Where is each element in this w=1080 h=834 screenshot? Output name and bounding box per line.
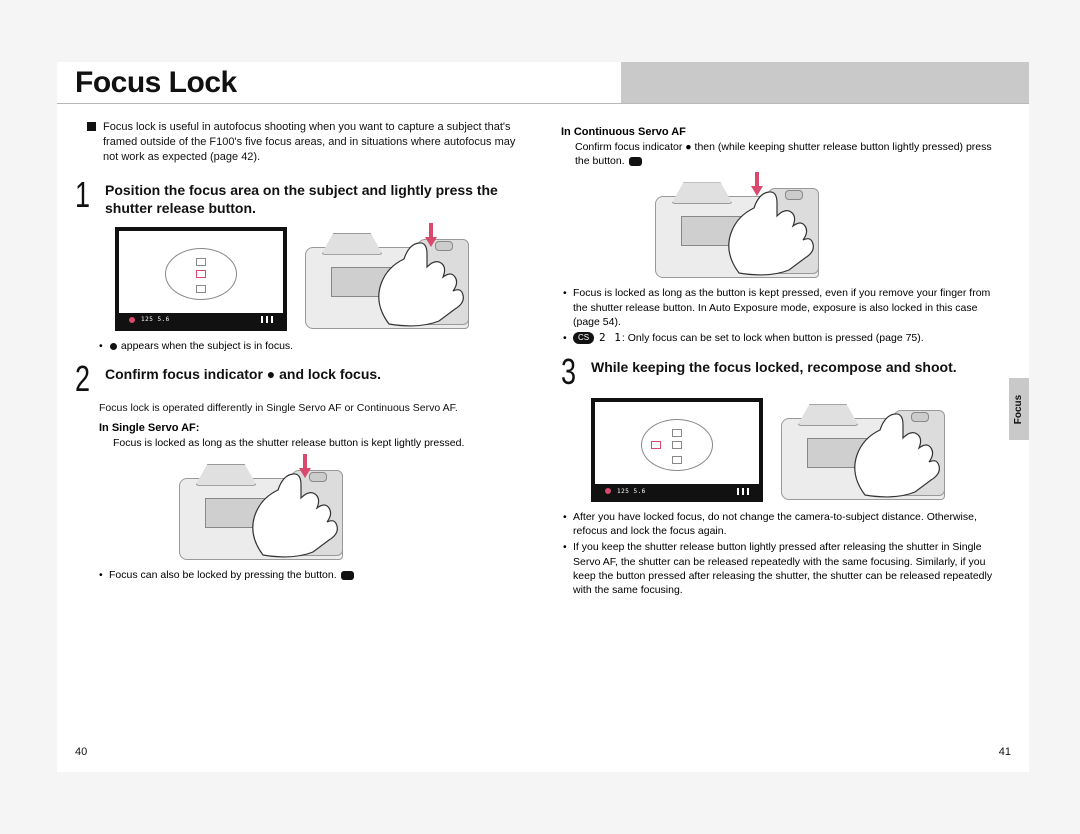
intro-text: Focus lock is useful in autofocus shooti…: [103, 120, 525, 165]
vf-readout: 125 5.6: [141, 316, 170, 323]
step3-illustrations: 125 5.6: [591, 396, 1005, 504]
hand-icon: [243, 460, 353, 560]
focus-indicator-icon: [110, 343, 117, 350]
cont-bullet-1: Focus is locked as long as the button is…: [563, 286, 1005, 329]
continuous-body: Confirm focus indicator ● then (while ke…: [575, 140, 1005, 168]
camera-illustration: [301, 225, 473, 333]
cs-badge: CS: [573, 332, 594, 345]
camera-illustration: [651, 174, 823, 282]
step-title: Position the focus area on the subject a…: [105, 179, 525, 217]
single-servo-body: Focus is locked as long as the shutter r…: [113, 436, 525, 450]
manual-spread: Focus Lock Focus Focus lock is useful in…: [57, 62, 1029, 772]
right-column: In Continuous Servo AF Confirm focus ind…: [543, 120, 1029, 607]
focus-dot-icon: [129, 317, 135, 323]
continuous-notes: Focus is locked as long as the button is…: [563, 286, 1005, 345]
cont-bullet-cs: CS 2 1: Only focus can be set to lock wh…: [563, 331, 1005, 346]
hand-icon: [845, 400, 955, 500]
step2-intro: Focus lock is operated differently in Si…: [99, 401, 525, 415]
page-title: Focus Lock: [75, 66, 237, 100]
ae-l-button-icon: [341, 571, 354, 580]
step-title: While keeping the focus locked, recompos…: [591, 356, 957, 376]
step-title: Confirm focus indicator ● and lock focus…: [105, 363, 381, 383]
step-number: 2: [75, 363, 93, 395]
title-bar: Focus Lock: [57, 62, 1029, 104]
focus-dot-icon: [605, 488, 611, 494]
step1-illustrations: 125 5.6: [115, 225, 525, 333]
viewfinder-illustration: 125 5.6: [591, 398, 763, 502]
step-3: 3 While keeping the focus locked, recomp…: [561, 356, 1005, 597]
step-2: 2 Confirm focus indicator ● and lock foc…: [75, 363, 525, 582]
cs-code: 2 1: [599, 331, 622, 344]
step-number: 1: [75, 179, 93, 211]
step1-notes: appears when the subject is in focus.: [99, 339, 525, 353]
camera-illustration: [175, 456, 347, 564]
step3-notes: After you have locked focus, do not chan…: [563, 510, 1005, 597]
step3-bullet-2: If you keep the shutter release button l…: [563, 540, 1005, 597]
continuous-heading: In Continuous Servo AF: [561, 126, 1005, 138]
step2-bullet: Focus can also be locked by pressing the…: [99, 568, 525, 582]
viewfinder-illustration: 125 5.6: [115, 227, 287, 331]
step1-bullet: appears when the subject is in focus.: [99, 339, 525, 353]
step2-notes: Focus can also be locked by pressing the…: [99, 568, 525, 582]
ae-l-button-icon: [629, 157, 642, 166]
page-number-right: 41: [999, 746, 1011, 758]
single-servo-heading: In Single Servo AF:: [99, 422, 525, 434]
page-number-left: 40: [75, 746, 87, 758]
hand-icon: [369, 229, 479, 329]
step-number: 3: [561, 356, 579, 388]
vf-readout: 125 5.6: [617, 488, 646, 495]
hand-icon: [719, 178, 829, 278]
camera-illustration: [777, 396, 949, 504]
content-columns: Focus lock is useful in autofocus shooti…: [57, 104, 1029, 607]
left-column: Focus lock is useful in autofocus shooti…: [57, 120, 543, 607]
step-1: 1 Position the focus area on the subject…: [75, 179, 525, 354]
step3-bullet-1: After you have locked focus, do not chan…: [563, 510, 1005, 538]
